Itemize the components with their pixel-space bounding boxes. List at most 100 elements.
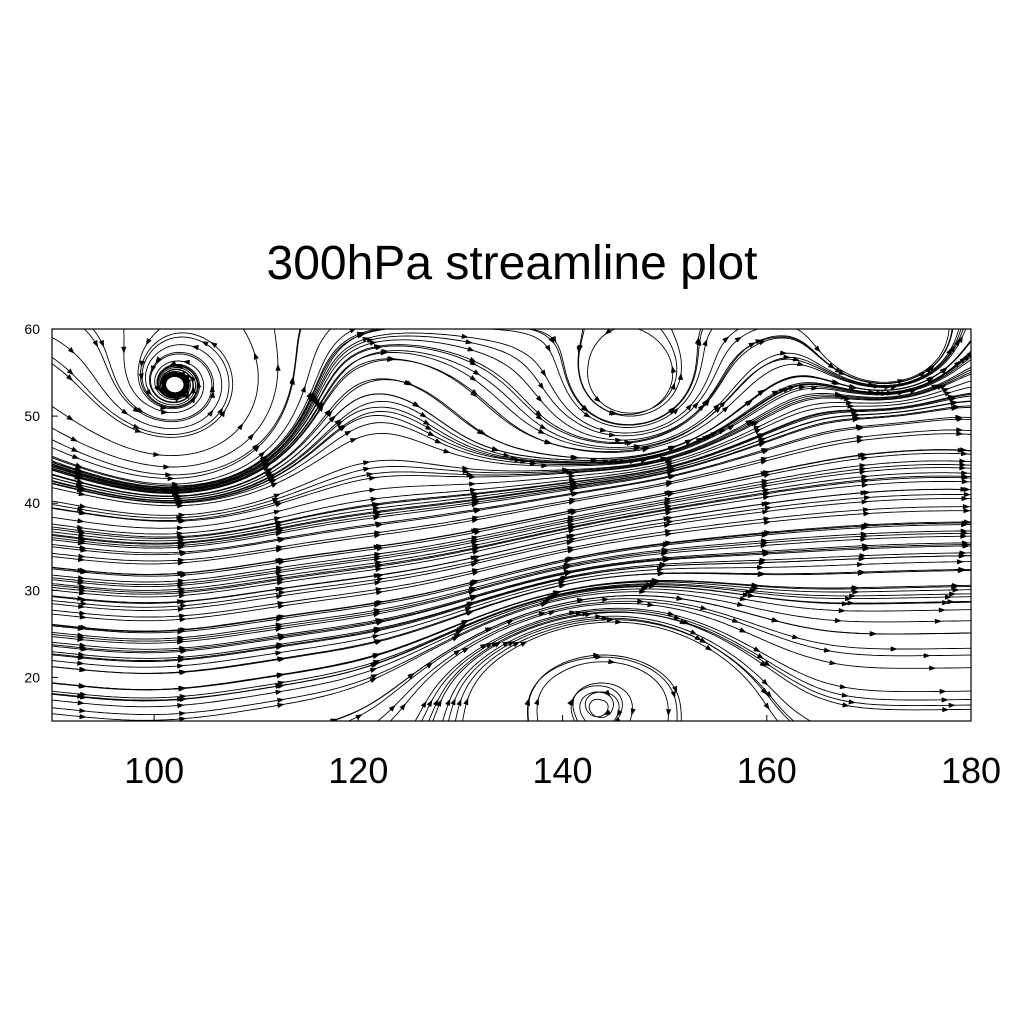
streamline <box>52 535 971 644</box>
streamline <box>52 524 971 634</box>
stream-arrowhead <box>861 455 869 461</box>
stream-arrowhead <box>138 373 144 381</box>
stream-arrowhead <box>745 419 753 426</box>
stream-arrowhead <box>520 641 528 647</box>
stream-arrowhead <box>237 423 244 431</box>
streamline <box>52 585 971 702</box>
stream-arrowhead <box>178 537 186 543</box>
stream-arrowhead <box>714 406 722 414</box>
stream-arrowhead <box>275 689 283 695</box>
y-axis: 20 30 40 50 60 <box>24 321 58 685</box>
stream-arrowhead <box>374 600 382 606</box>
streamline <box>52 472 971 591</box>
stream-arrowhead <box>956 559 964 565</box>
stream-arrowhead <box>827 362 836 369</box>
streamline <box>52 406 971 549</box>
stream-arrowhead <box>722 336 730 343</box>
stream-arrowhead <box>851 585 859 591</box>
stream-arrowhead <box>273 516 282 522</box>
stream-arrowhead <box>745 589 753 595</box>
streamline <box>462 621 779 721</box>
streamline <box>52 393 971 539</box>
stream-arrowhead <box>506 620 514 625</box>
stream-arrowhead <box>570 481 578 487</box>
streamline <box>52 449 971 576</box>
stream-arrowhead <box>666 519 674 525</box>
stream-arrowhead <box>664 497 672 503</box>
stream-arrowhead <box>479 643 488 650</box>
stream-arrowhead <box>422 419 431 426</box>
stream-arrowhead <box>677 372 684 381</box>
stream-arrowhead <box>79 503 87 509</box>
chart-title: 300hPa streamline plot <box>267 237 758 290</box>
streamline <box>536 661 669 721</box>
stream-arrowhead <box>77 540 85 546</box>
stream-arrowhead <box>177 544 185 551</box>
stream-arrowhead <box>178 586 186 592</box>
stream-arrowhead <box>75 471 84 477</box>
stream-arrowhead <box>79 707 87 714</box>
stream-arrowhead <box>946 347 952 355</box>
stream-arrowhead <box>553 590 562 596</box>
y-tick-label: 60 <box>24 321 40 337</box>
stream-arrowhead <box>485 642 493 649</box>
stream-arrowhead <box>771 617 780 623</box>
stream-arrowhead <box>160 378 166 386</box>
stream-arrowhead <box>863 495 871 501</box>
stream-arrowhead <box>277 702 285 708</box>
stream-arrowhead <box>412 401 421 408</box>
stream-arrowhead <box>788 385 796 391</box>
stream-arrowhead <box>748 342 756 348</box>
stream-arrowhead <box>765 690 772 698</box>
stream-arrowhead <box>407 672 415 679</box>
stream-arrowhead <box>619 459 628 465</box>
stream-arrowhead <box>585 611 593 618</box>
stream-arrowhead <box>318 402 325 410</box>
stream-arrowhead <box>667 610 675 616</box>
streamline <box>52 400 971 545</box>
stream-arrowhead <box>839 684 847 690</box>
stream-arrowhead <box>136 407 144 413</box>
stream-arrowhead <box>739 627 747 633</box>
streamline <box>52 329 301 476</box>
stream-arrowhead <box>760 471 768 477</box>
stream-arrowhead <box>791 634 800 640</box>
stream-arrowhead <box>180 603 188 609</box>
stream-arrowhead <box>640 458 648 464</box>
stream-arrowhead <box>132 423 141 429</box>
stream-arrowhead <box>253 352 259 360</box>
stream-arrowhead <box>909 389 917 394</box>
stream-arrowhead <box>134 427 143 433</box>
stream-arrowhead <box>330 718 339 721</box>
stream-arrowhead <box>471 517 479 524</box>
stream-arrowhead <box>959 458 967 464</box>
stream-arrowhead <box>961 479 969 485</box>
stream-arrowhead <box>177 560 185 566</box>
stream-arrowhead <box>275 523 283 529</box>
stream-arrowhead <box>762 487 771 493</box>
streamline <box>52 568 971 675</box>
x-tick-label: 100 <box>124 750 184 791</box>
stream-arrowhead <box>77 518 85 524</box>
stream-arrowhead <box>362 460 371 466</box>
stream-arrowhead <box>375 560 383 566</box>
stream-arrowhead <box>663 557 671 563</box>
streamline <box>52 359 971 507</box>
stream-arrowhead <box>163 464 171 470</box>
stream-arrowhead <box>313 398 320 406</box>
stream-arrowhead <box>829 660 837 666</box>
stream-arrowhead <box>541 463 549 469</box>
stream-arrowhead <box>77 506 85 512</box>
stream-arrowhead <box>373 627 381 634</box>
stream-arrowhead <box>177 371 185 377</box>
stream-arrowhead <box>275 363 281 371</box>
stream-arrowhead <box>374 551 382 558</box>
stream-arrowhead <box>861 478 869 484</box>
stream-arrowhead <box>373 544 381 550</box>
stream-arrowhead <box>175 363 183 370</box>
stream-arrowhead <box>951 400 959 406</box>
stream-arrowhead <box>852 589 860 595</box>
stream-arrowhead <box>308 391 314 400</box>
stream-arrowhead <box>595 654 603 660</box>
stream-arrowhead <box>762 509 770 515</box>
